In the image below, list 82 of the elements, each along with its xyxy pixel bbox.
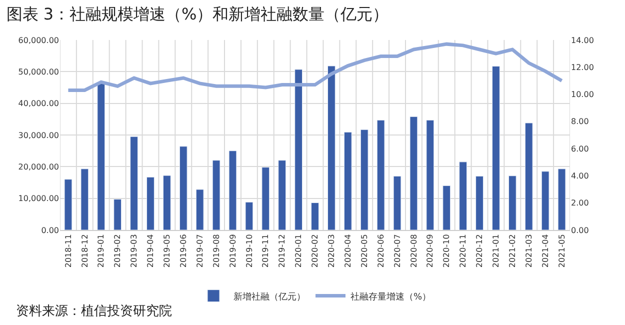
y-tick-label: 50,000.00 bbox=[18, 67, 59, 76]
bar bbox=[114, 199, 122, 230]
x-tick-label: 2021-04 bbox=[540, 234, 550, 268]
bar bbox=[97, 82, 106, 230]
y2-tick-label: 4.00 bbox=[571, 172, 589, 181]
x-tick-label: 2019-08 bbox=[212, 234, 221, 268]
bar bbox=[459, 162, 468, 230]
y2-tick-label: 8.00 bbox=[571, 117, 589, 126]
y-tick-label: 20,000.00 bbox=[18, 162, 59, 172]
bar bbox=[393, 176, 402, 230]
x-tick-label: 2019-06 bbox=[178, 234, 188, 268]
x-tick-label: 2020-08 bbox=[409, 234, 418, 268]
bar bbox=[508, 176, 516, 230]
y-tick-label: 10,000.00 bbox=[18, 194, 59, 204]
x-tick-label: 2018-12 bbox=[80, 234, 90, 268]
x-tick-label: 2020-07 bbox=[392, 234, 402, 268]
y2-tick-label: 2.00 bbox=[571, 198, 589, 208]
bar bbox=[442, 185, 451, 230]
x-tick-label: 2020-06 bbox=[376, 234, 386, 268]
x-tick-label: 2019-04 bbox=[146, 234, 156, 268]
x-tick-label: 2021-05 bbox=[557, 234, 566, 268]
bar bbox=[410, 116, 418, 230]
x-tick-label: 2019-07 bbox=[195, 234, 204, 268]
x-tick-label: 2019-12 bbox=[278, 234, 287, 268]
x-tick-label: 2020-01 bbox=[294, 234, 304, 268]
y-tick-label: 0.00 bbox=[41, 226, 59, 235]
bar bbox=[146, 176, 154, 230]
x-tick-label: 2020-05 bbox=[360, 234, 369, 268]
y2-tick-label: 14.00 bbox=[571, 36, 594, 45]
y2-tick-label: 6.00 bbox=[571, 144, 589, 154]
bar bbox=[278, 160, 286, 230]
x-tick-label: 2019-05 bbox=[162, 234, 172, 268]
x-tick-label: 2018-11 bbox=[64, 234, 73, 268]
y2-tick-label: 10.00 bbox=[571, 90, 594, 100]
x-tick-label: 2021-03 bbox=[524, 234, 534, 268]
x-tick-label: 2020-10 bbox=[442, 234, 452, 268]
x-tick-label: 2020-03 bbox=[327, 234, 336, 268]
bar bbox=[344, 132, 352, 230]
bar bbox=[376, 120, 385, 230]
line-series bbox=[66, 42, 564, 92]
x-tick-label: 2019-03 bbox=[130, 234, 139, 268]
bar bbox=[64, 179, 72, 230]
bar bbox=[80, 168, 89, 230]
y-tick-label: 60,000.00 bbox=[18, 36, 59, 45]
bar bbox=[476, 176, 484, 230]
bar bbox=[245, 202, 254, 230]
bar bbox=[524, 122, 533, 230]
bar bbox=[228, 150, 237, 230]
bar bbox=[328, 66, 336, 230]
x-tick-label: 2019-02 bbox=[113, 234, 122, 268]
bar bbox=[541, 171, 550, 230]
text: 资料来源：植信投资研究院 bbox=[16, 304, 172, 319]
y2-tick-label: 0.00 bbox=[571, 226, 589, 235]
chart-title: 图表 3：社融规模增速（%）和新增社融数量（亿元） bbox=[6, 4, 389, 24]
bar bbox=[492, 66, 500, 230]
x-tick-label: 2020-11 bbox=[458, 234, 468, 268]
x-tick-label: 2021-02 bbox=[508, 234, 518, 268]
y-tick-label: 30,000.00 bbox=[18, 130, 59, 140]
bar bbox=[262, 167, 270, 230]
x-tick-label: 2019-09 bbox=[228, 234, 238, 268]
bar bbox=[294, 69, 302, 230]
x-tick-label: 2021-01 bbox=[492, 234, 501, 268]
bar bbox=[162, 175, 171, 230]
bar bbox=[196, 189, 204, 230]
bar bbox=[130, 136, 138, 230]
x-tick-label: 2019-11 bbox=[261, 234, 270, 268]
x-tick-label: 2020-09 bbox=[426, 234, 435, 268]
x-tick-label: 2020-04 bbox=[344, 234, 352, 268]
bar bbox=[212, 160, 220, 230]
legend-label: 社融存量增速（%） bbox=[350, 291, 432, 302]
legend-label: 新增社融（亿元） bbox=[234, 291, 306, 302]
y-tick-label: 40,000.00 bbox=[18, 99, 59, 108]
bar bbox=[360, 129, 368, 230]
x-tick-label: 2019-10 bbox=[244, 234, 254, 268]
bar bbox=[179, 146, 188, 230]
bar bbox=[311, 202, 319, 230]
x-tick-label: 2020-02 bbox=[310, 234, 320, 268]
bar bbox=[558, 168, 566, 230]
x-tick-label: 2019-01 bbox=[96, 234, 106, 268]
bar bbox=[426, 120, 434, 230]
x-tick-label: 2020-12 bbox=[475, 234, 484, 268]
y2-tick-label: 12.00 bbox=[571, 62, 594, 72]
